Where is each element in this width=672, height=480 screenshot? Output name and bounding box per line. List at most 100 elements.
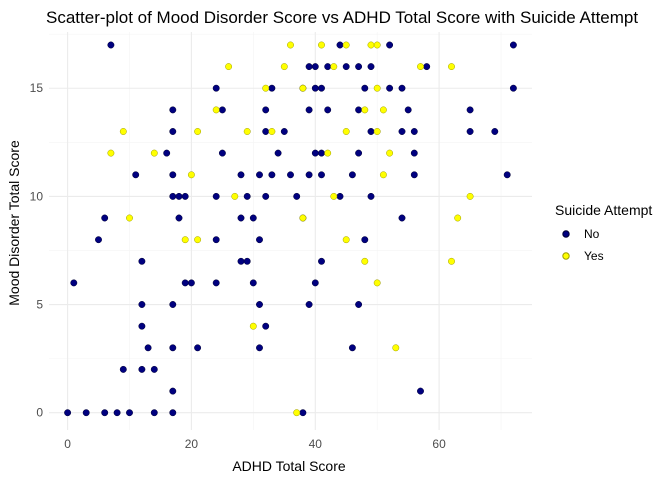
data-point-yes <box>379 171 387 179</box>
data-point-no <box>101 409 109 417</box>
data-point-no <box>386 84 394 92</box>
data-point-no <box>169 409 177 417</box>
data-point-no <box>243 192 251 200</box>
data-point-no <box>107 41 115 49</box>
data-point-no <box>336 41 344 49</box>
data-point-no <box>82 409 90 417</box>
data-point-no <box>311 279 319 287</box>
data-point-no <box>355 106 363 114</box>
y-tick-label: 15 <box>30 81 44 95</box>
data-point-no <box>262 128 270 135</box>
data-point-no <box>361 236 369 244</box>
legend-label-yes: Yes <box>584 249 604 263</box>
y-axis-title: Mood Disorder Total Score <box>6 140 22 306</box>
data-point-yes <box>231 192 239 200</box>
data-point-no <box>348 344 356 352</box>
data-point-yes <box>262 84 270 92</box>
data-point-no <box>256 171 263 179</box>
data-point-no <box>287 171 294 179</box>
data-point-yes <box>107 149 115 157</box>
data-point-no <box>367 192 375 200</box>
y-tick-label: 0 <box>36 406 43 420</box>
data-point-no <box>348 171 356 179</box>
data-point-yes <box>373 279 381 287</box>
data-point-no <box>305 63 313 71</box>
data-point-no <box>237 257 245 265</box>
data-point-no <box>268 84 276 92</box>
data-point-yes <box>373 128 381 135</box>
data-point-no <box>268 171 276 179</box>
legend-title: Suicide Attempt <box>555 202 652 218</box>
legend: Suicide Attempt No Yes <box>555 202 652 263</box>
data-point-no <box>305 106 313 114</box>
data-point-no <box>169 344 177 352</box>
data-point-no <box>212 279 220 287</box>
data-point-no <box>237 214 245 222</box>
data-point-yes <box>361 106 369 114</box>
y-tick-label: 10 <box>30 189 44 203</box>
data-point-no <box>305 301 313 308</box>
data-point-yes <box>299 214 307 222</box>
data-point-yes <box>379 106 387 114</box>
data-points <box>64 41 517 417</box>
data-point-yes <box>342 128 350 135</box>
data-point-yes <box>417 63 424 71</box>
data-point-no <box>318 171 325 179</box>
data-point-no <box>169 387 177 395</box>
data-point-no <box>249 214 257 222</box>
chart-title: Scatter-plot of Mood Disorder Score vs A… <box>46 8 638 27</box>
data-point-no <box>150 365 158 373</box>
data-point-no <box>144 344 152 352</box>
data-point-no <box>256 344 263 352</box>
data-point-no <box>187 279 195 287</box>
data-point-yes <box>225 63 233 71</box>
data-point-no <box>138 322 146 330</box>
data-point-no <box>342 63 350 71</box>
data-point-no <box>318 257 325 265</box>
data-point-yes <box>324 149 332 157</box>
x-tick-label: 20 <box>185 437 199 451</box>
data-point-no <box>169 192 177 200</box>
data-point-no <box>318 149 325 157</box>
data-point-no <box>367 128 375 135</box>
data-point-no <box>119 365 127 373</box>
data-point-yes <box>268 128 276 135</box>
data-point-no <box>466 106 474 114</box>
data-point-no <box>491 128 499 135</box>
data-point-no <box>318 84 325 92</box>
data-point-no <box>138 257 146 265</box>
data-point-no <box>299 409 307 417</box>
data-point-no <box>175 192 183 200</box>
data-point-no <box>293 192 301 200</box>
data-point-no <box>181 192 189 200</box>
data-point-no <box>138 301 146 308</box>
data-point-yes <box>181 236 189 244</box>
data-point-no <box>410 171 418 179</box>
x-tick-label: 0 <box>64 437 71 451</box>
data-point-yes <box>330 63 338 71</box>
data-point-yes <box>367 41 375 49</box>
data-point-no <box>262 106 270 114</box>
data-point-yes <box>342 236 350 244</box>
data-point-no <box>509 41 517 49</box>
data-point-no <box>163 149 171 157</box>
data-point-yes <box>373 41 381 49</box>
data-point-no <box>410 149 418 157</box>
y-tick-label: 5 <box>36 298 43 312</box>
data-point-no <box>169 128 177 135</box>
data-point-yes <box>119 128 127 135</box>
data-point-no <box>503 171 511 179</box>
x-tick-label: 40 <box>309 437 323 451</box>
data-point-no <box>423 63 431 71</box>
data-point-yes <box>287 41 294 49</box>
data-point-yes <box>448 257 455 265</box>
data-point-no <box>355 149 363 157</box>
data-point-no <box>355 301 363 308</box>
data-point-no <box>194 344 202 352</box>
tick-labels: 0 20 40 60 0 5 10 15 <box>30 81 446 451</box>
data-point-no <box>237 171 245 179</box>
data-point-yes <box>466 192 474 200</box>
data-point-no <box>169 106 177 114</box>
data-point-no <box>324 106 332 114</box>
